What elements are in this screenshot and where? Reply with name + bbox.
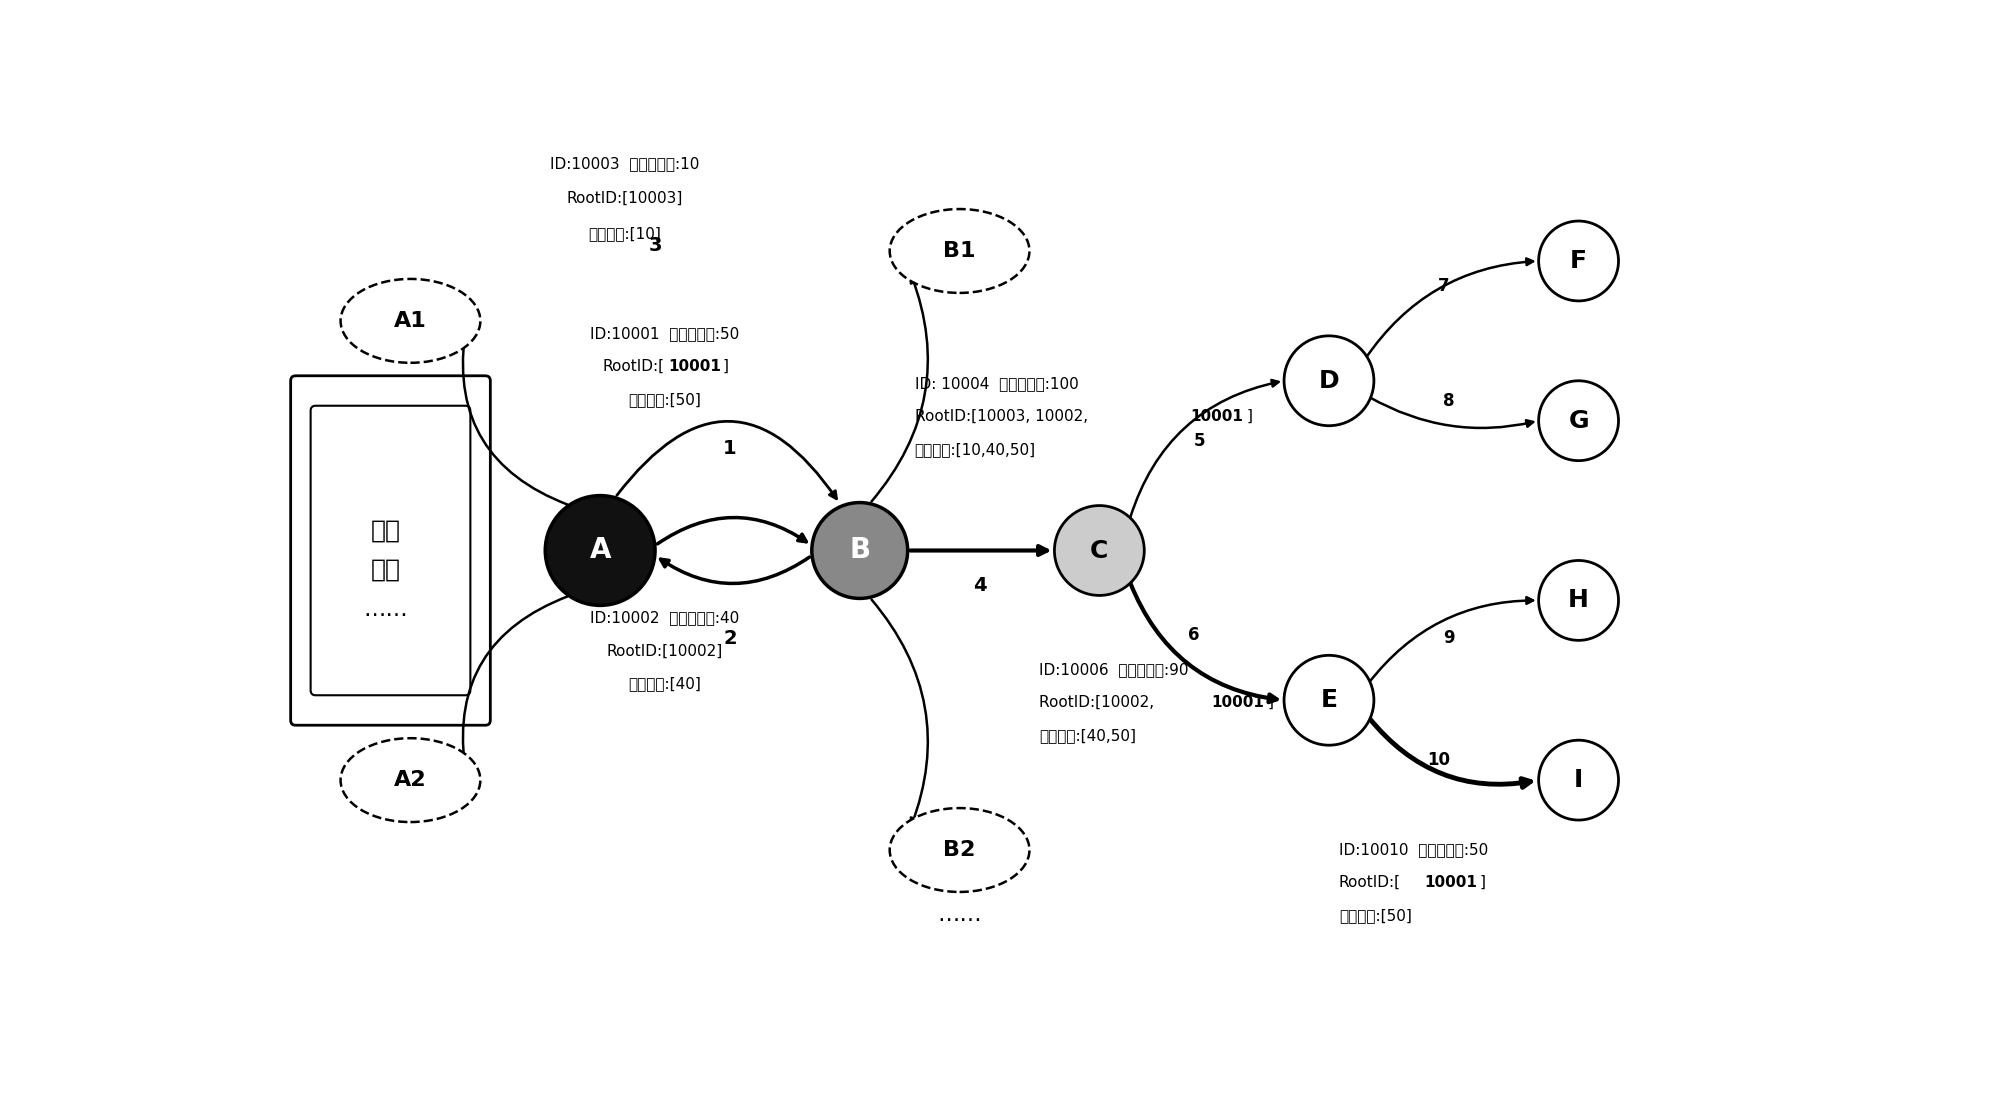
Text: RootID:[10003]: RootID:[10003] (567, 192, 683, 206)
Ellipse shape (342, 279, 480, 363)
FancyBboxPatch shape (291, 375, 490, 726)
Text: A2: A2 (394, 770, 426, 791)
Text: 5: 5 (1193, 432, 1205, 449)
Circle shape (1055, 505, 1145, 596)
Text: G: G (1569, 408, 1589, 433)
Text: 10001: 10001 (1189, 408, 1244, 424)
Text: 7: 7 (1438, 277, 1450, 295)
Text: 追踪金额:[40]: 追踪金额:[40] (629, 676, 701, 691)
Circle shape (812, 502, 908, 599)
Text: 追踪金额:[50]: 追踪金额:[50] (629, 392, 701, 406)
Text: 6: 6 (1189, 626, 1199, 644)
Text: ID:10001  交易总金额:50: ID:10001 交易总金额:50 (591, 326, 739, 341)
Text: A: A (589, 536, 611, 565)
Text: B2: B2 (944, 840, 976, 860)
Text: B1: B1 (944, 241, 976, 261)
Text: RootID:[10003, 10002,: RootID:[10003, 10002, (914, 408, 1093, 424)
Text: 10001: 10001 (1424, 875, 1477, 890)
Circle shape (1284, 336, 1374, 426)
Text: 8: 8 (1442, 392, 1455, 410)
Text: 1: 1 (723, 439, 737, 458)
FancyBboxPatch shape (311, 406, 470, 695)
Circle shape (1539, 560, 1619, 641)
Text: 9: 9 (1442, 630, 1455, 647)
Text: E: E (1320, 688, 1338, 712)
Ellipse shape (342, 738, 480, 822)
Circle shape (544, 495, 655, 606)
Text: 追踪金额:[10]: 追踪金额:[10] (589, 226, 661, 241)
Text: 10001: 10001 (669, 359, 721, 374)
Text: ]: ] (1268, 695, 1274, 710)
Text: RootID:[10002]: RootID:[10002] (607, 643, 723, 658)
Text: 4: 4 (972, 576, 986, 595)
Text: 洗錢
行为: 洗錢 行为 (370, 519, 400, 582)
Text: C: C (1091, 538, 1109, 563)
Ellipse shape (890, 808, 1029, 892)
Text: ID:10002  交易总金额:40: ID:10002 交易总金额:40 (591, 610, 739, 625)
Ellipse shape (890, 209, 1029, 293)
Text: 10001: 10001 (1211, 695, 1264, 710)
Text: H: H (1569, 588, 1589, 612)
Text: RootID:[: RootID:[ (1338, 875, 1400, 890)
Text: ]: ] (723, 359, 729, 374)
Circle shape (1539, 381, 1619, 460)
Text: 追踪金额:[10,40,50]: 追踪金额:[10,40,50] (914, 442, 1037, 457)
Circle shape (1539, 221, 1619, 301)
Text: ]: ] (1481, 875, 1487, 890)
Text: ]: ] (1246, 408, 1252, 424)
Text: ……: …… (936, 905, 982, 925)
Text: 2: 2 (723, 629, 737, 647)
Text: 10: 10 (1426, 751, 1450, 770)
Text: F: F (1571, 249, 1587, 273)
Text: 风险特征: 风险特征 (362, 775, 410, 794)
Text: A1: A1 (394, 310, 426, 331)
Text: I: I (1573, 768, 1583, 792)
Text: ID: 10004  交易总金额:100: ID: 10004 交易总金额:100 (914, 375, 1079, 391)
Text: 追踪金额:[50]: 追踪金额:[50] (1338, 908, 1412, 923)
Text: 3: 3 (649, 237, 661, 255)
Text: RootID:[: RootID:[ (603, 359, 665, 374)
Circle shape (1539, 740, 1619, 820)
Text: ID:10010  交易总金额:50: ID:10010 交易总金额:50 (1338, 842, 1489, 857)
Text: ID:10006  交易总金额:90: ID:10006 交易总金额:90 (1039, 663, 1189, 677)
Text: 追踪金额:[40,50]: 追踪金额:[40,50] (1039, 728, 1137, 743)
Text: ID:10003  交易总金额:10: ID:10003 交易总金额:10 (550, 156, 699, 171)
Text: RootID:[10002,: RootID:[10002, (1039, 695, 1159, 710)
Circle shape (1284, 655, 1374, 745)
Text: D: D (1318, 369, 1340, 393)
Text: ……: …… (364, 600, 408, 620)
Text: B: B (850, 536, 870, 565)
